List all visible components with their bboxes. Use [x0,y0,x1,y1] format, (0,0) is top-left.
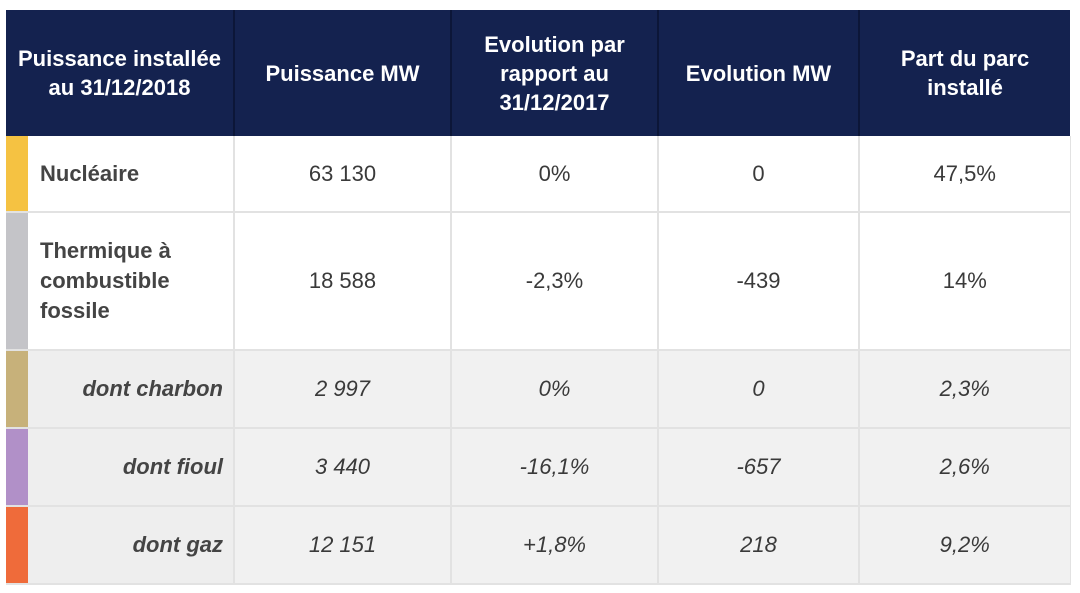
cell-share: 14% [859,212,1071,351]
cell-share: 9,2% [859,506,1071,585]
row-label-text: dont charbon [82,376,223,401]
row-label-text: Nucléaire [40,160,140,186]
color-swatch [6,136,28,211]
table-row-fioul: dont fioul 3 440 -16,1% -657 2,6% [6,428,1071,507]
color-swatch [6,429,28,505]
color-swatch [6,351,28,427]
cell-share: 2,6% [859,428,1071,507]
color-swatch [6,213,28,349]
header-evolution-pct: Evolution par rapport au 31/12/2017 [451,10,659,136]
cell-evolution-mw: -439 [658,212,860,351]
cell-power: 3 440 [234,428,452,507]
header-share: Part du parc installé [859,10,1070,136]
row-label: dont charbon [6,350,235,429]
cell-evolution-pct: -16,1% [451,428,659,507]
row-label: dont fioul [6,428,235,507]
header-row: Puissance installée au 31/12/2018 Puissa… [6,10,1070,136]
header-installed-capacity: Puissance installée au 31/12/2018 [6,10,235,136]
cell-evolution-mw: -657 [658,428,860,507]
cell-evolution-mw: 218 [658,506,860,585]
color-swatch [6,507,28,583]
cell-power: 2 997 [234,350,452,429]
cell-evolution-pct: 0% [451,136,659,213]
row-label: Thermique à combustible fossile [6,212,235,351]
table-row-charbon: dont charbon 2 997 0% 0 2,3% [6,350,1071,429]
cell-power: 63 130 [234,136,452,213]
cell-share: 2,3% [859,350,1071,429]
capacity-table: Puissance installée au 31/12/2018 Puissa… [6,10,1071,585]
cell-power: 12 151 [234,506,452,585]
cell-evolution-pct: -2,3% [451,212,659,351]
table-row-nucleaire: Nucléaire 63 130 0% 0 47,5% [6,136,1071,213]
row-label-text: dont gaz [132,532,223,557]
row-label: Nucléaire [6,136,235,213]
cell-evolution-mw: 0 [658,136,860,213]
row-label-text: dont fioul [122,454,223,479]
table-row-gaz: dont gaz 12 151 +1,8% 218 9,2% [6,506,1071,585]
cell-evolution-pct: +1,8% [451,506,659,585]
row-label: dont gaz [6,506,235,585]
cell-evolution-mw: 0 [658,350,860,429]
header-evolution-mw: Evolution MW [658,10,860,136]
table-row-thermique: Thermique à combustible fossile 18 588 -… [6,212,1071,351]
header-power-mw: Puissance MW [234,10,452,136]
row-label-text: Thermique à combustible fossile [40,238,171,323]
cell-share: 47,5% [859,136,1071,213]
cell-evolution-pct: 0% [451,350,659,429]
cell-power: 18 588 [234,212,452,351]
